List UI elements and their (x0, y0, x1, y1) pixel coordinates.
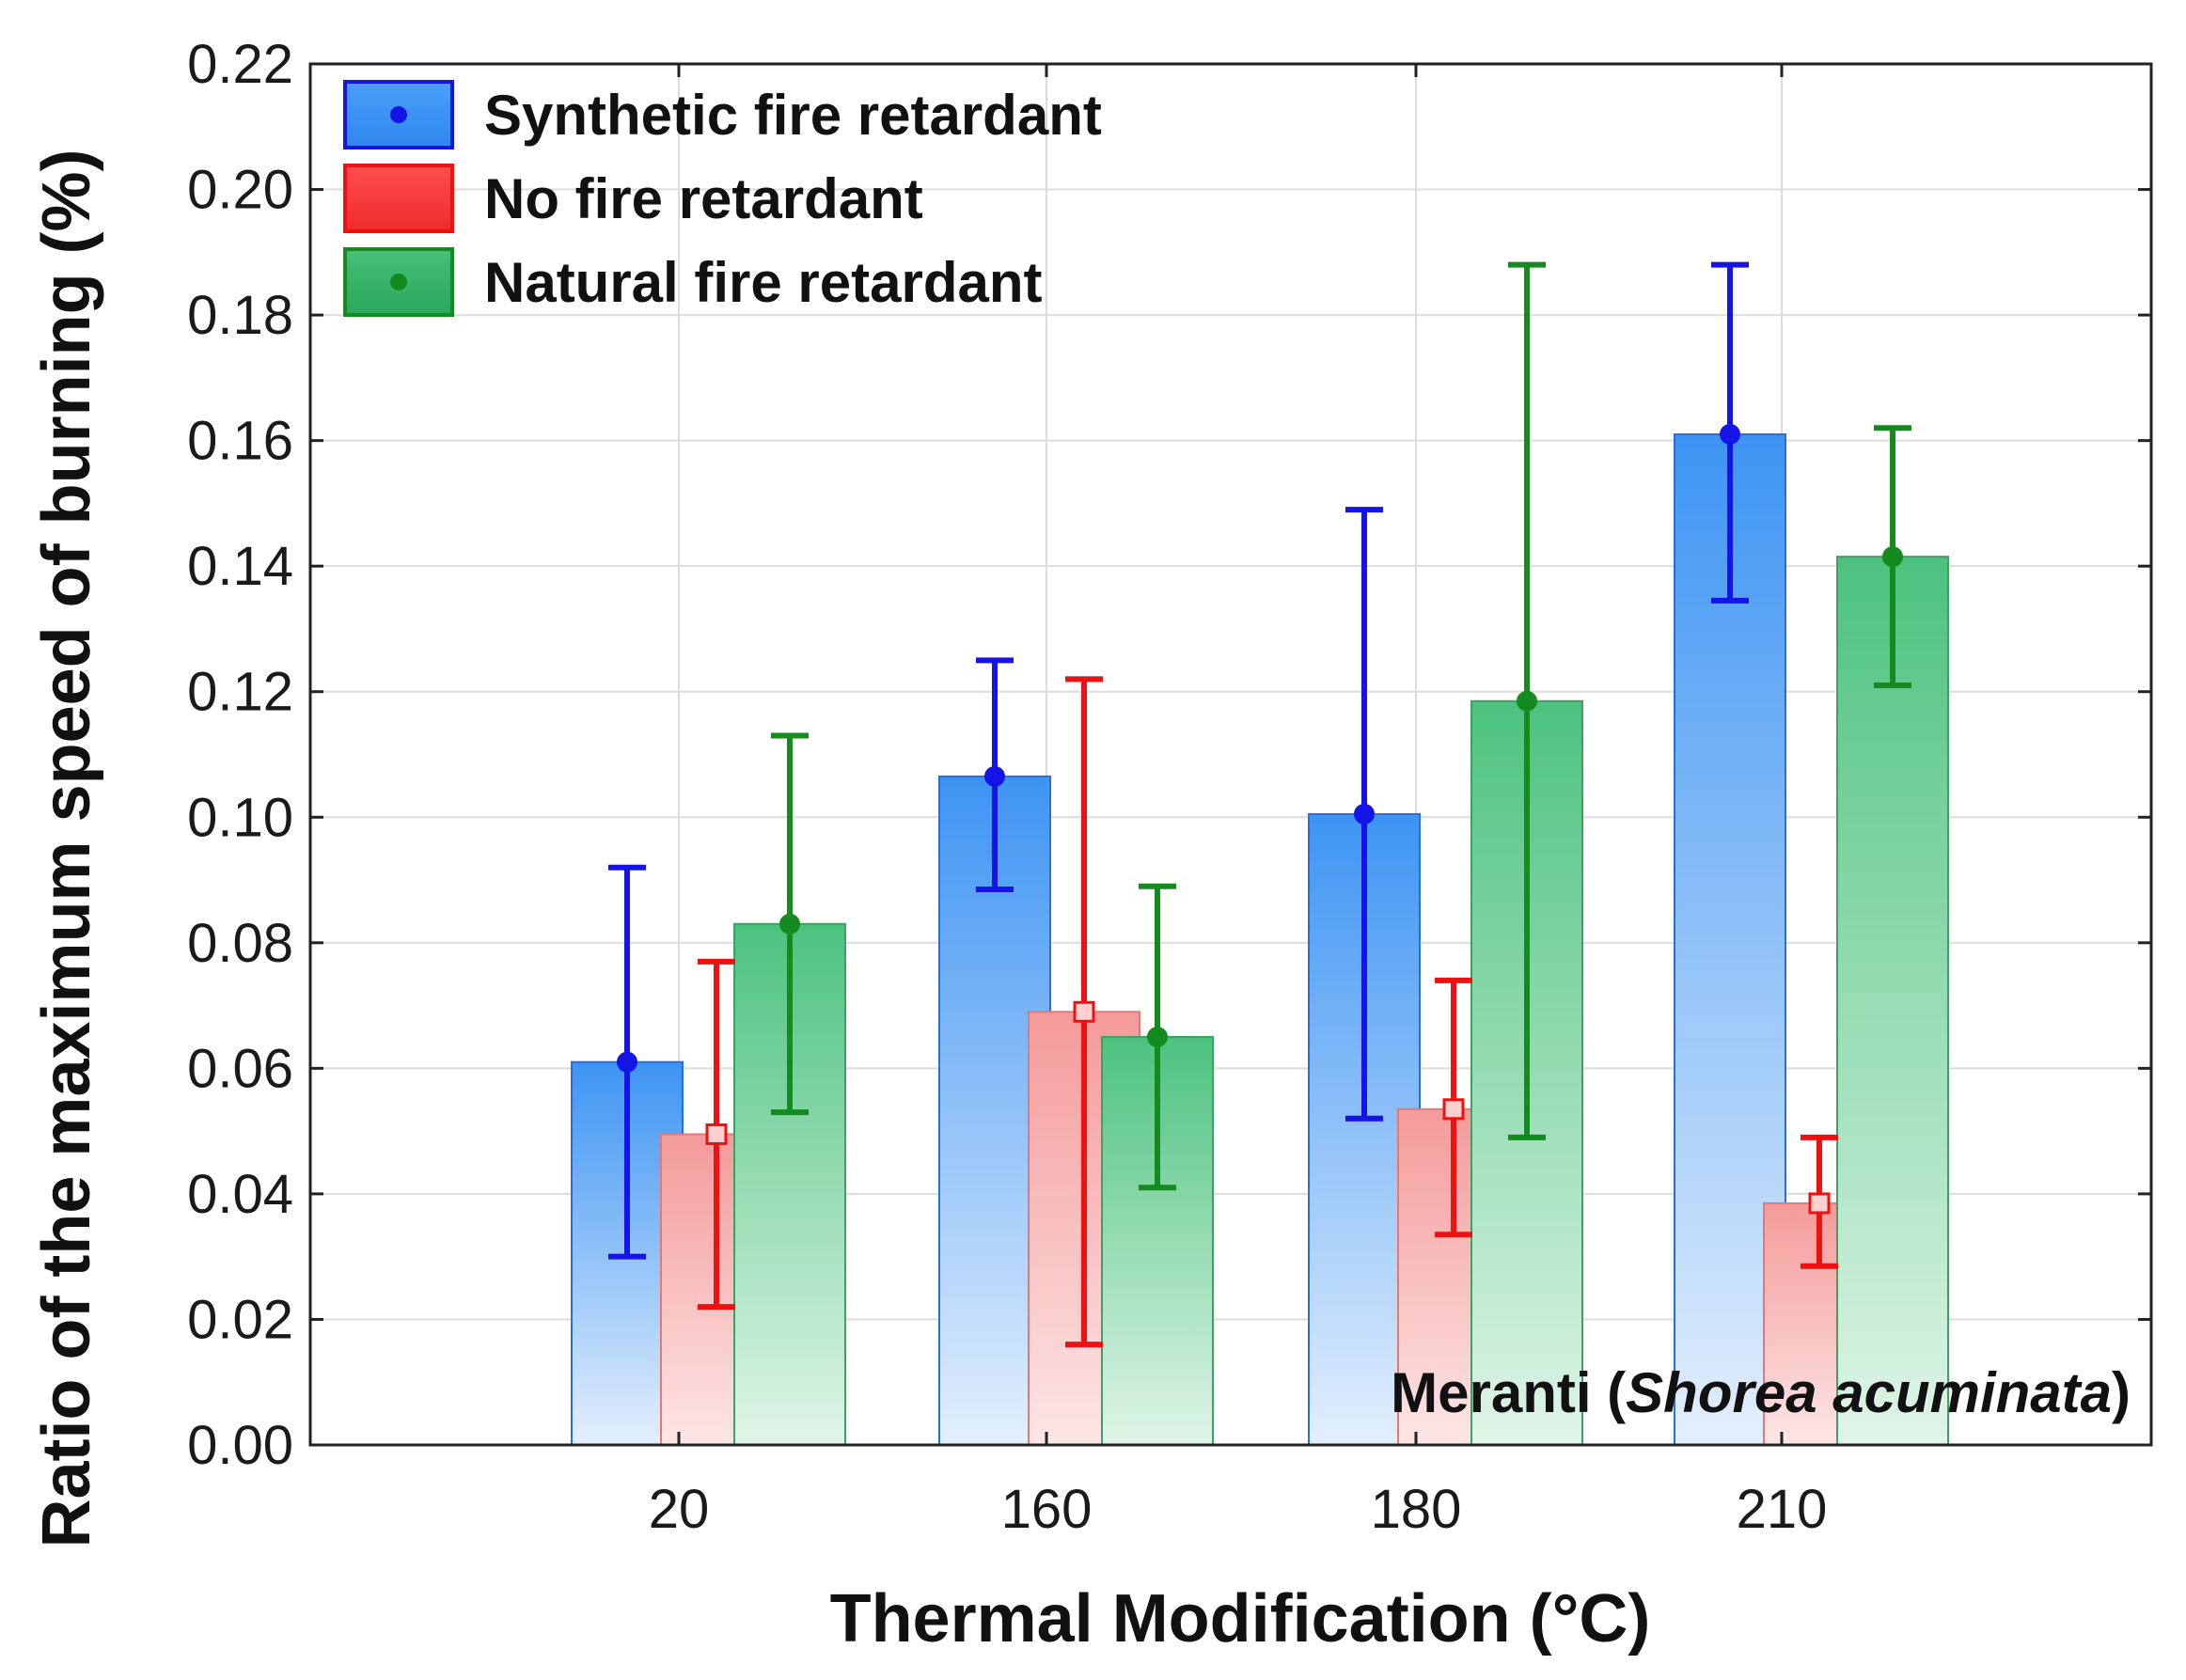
y-tick-label: 0.14 (187, 536, 293, 597)
mean-marker (1354, 803, 1375, 824)
y-tick-label: 0.20 (187, 160, 293, 221)
error-bar (1711, 261, 1749, 604)
species-name: Meranti (1391, 1361, 1591, 1424)
mean-marker (1517, 690, 1537, 712)
y-tick-label: 0.08 (187, 913, 293, 974)
annotation-paren-open: ( (1592, 1361, 1627, 1424)
legend-swatch (343, 164, 454, 233)
error-bars (608, 261, 1911, 1348)
legend-item: Natural fire retardant (343, 247, 1043, 317)
error-bar (1065, 676, 1103, 1348)
x-tick-label: 160 (1001, 1479, 1093, 1540)
axis-ticks: 0.00 0.02 0.04 0.06 0.08 0.10 0.12 0.14 0.16 0.18… (187, 34, 2151, 1540)
legend-marker (390, 274, 407, 290)
legend-label: Natural fire retardant (484, 251, 1043, 314)
mean-marker (617, 1051, 637, 1073)
error-bar (1139, 883, 1176, 1191)
y-tick-label: 0.22 (187, 34, 293, 95)
legend-item: Synthetic fire retardant (343, 80, 1102, 149)
mean-marker (1882, 546, 1903, 568)
error-bar (698, 958, 735, 1311)
error-bar (976, 657, 1014, 893)
mean-marker (1442, 1098, 1465, 1121)
y-tick-label: 0.10 (187, 787, 293, 848)
mean-marker (1073, 1000, 1095, 1023)
legend-label: Synthetic fire retardant (484, 84, 1102, 147)
annotation-paren-close: ) (2112, 1361, 2131, 1424)
y-tick-label: 0.02 (187, 1289, 293, 1350)
error-bar (1435, 977, 1472, 1238)
legend-item: No fire retardant (343, 164, 923, 233)
error-bar (1345, 507, 1383, 1122)
y-tick-label: 0.00 (187, 1415, 293, 1476)
mean-marker (1147, 1026, 1168, 1047)
legend-marker (390, 106, 407, 123)
plot-frame (308, 62, 2153, 1447)
x-axis-title: Thermal Modification (°C) (830, 1581, 1651, 1656)
species-scientific-name: Shorea acuminata (1626, 1361, 2112, 1424)
error-bar (1508, 261, 1546, 1140)
mean-marker (705, 1123, 728, 1145)
y-tick-label: 0.16 (187, 411, 293, 472)
y-axis-title: Ratio of the maximum speed of burning (%… (29, 149, 104, 1547)
error-bar (1801, 1134, 1838, 1269)
error-bar (771, 732, 809, 1116)
legend-label: No fire retardant (484, 167, 923, 230)
x-tick-label: 180 (1371, 1479, 1462, 1540)
x-tick-label: 210 (1737, 1479, 1828, 1540)
species-annotation: Meranti (Shorea acuminata) (1391, 1361, 2131, 1424)
y-tick-label: 0.06 (187, 1038, 293, 1099)
bars (571, 432, 1949, 1447)
mean-marker (1808, 1192, 1831, 1215)
mean-marker (779, 913, 800, 934)
error-bar (1874, 425, 1911, 689)
y-tick-label: 0.18 (187, 285, 293, 346)
y-tick-label: 0.04 (187, 1164, 293, 1225)
x-tick-label: 20 (649, 1479, 710, 1540)
mean-marker (1720, 423, 1740, 445)
legend: Synthetic fire retardant No fire retardan… (343, 80, 1102, 317)
y-tick-label: 0.12 (187, 662, 293, 723)
error-bar (608, 864, 646, 1260)
bar-natural-fire-retardant-210 (1836, 556, 1949, 1446)
mean-marker (984, 765, 1005, 787)
